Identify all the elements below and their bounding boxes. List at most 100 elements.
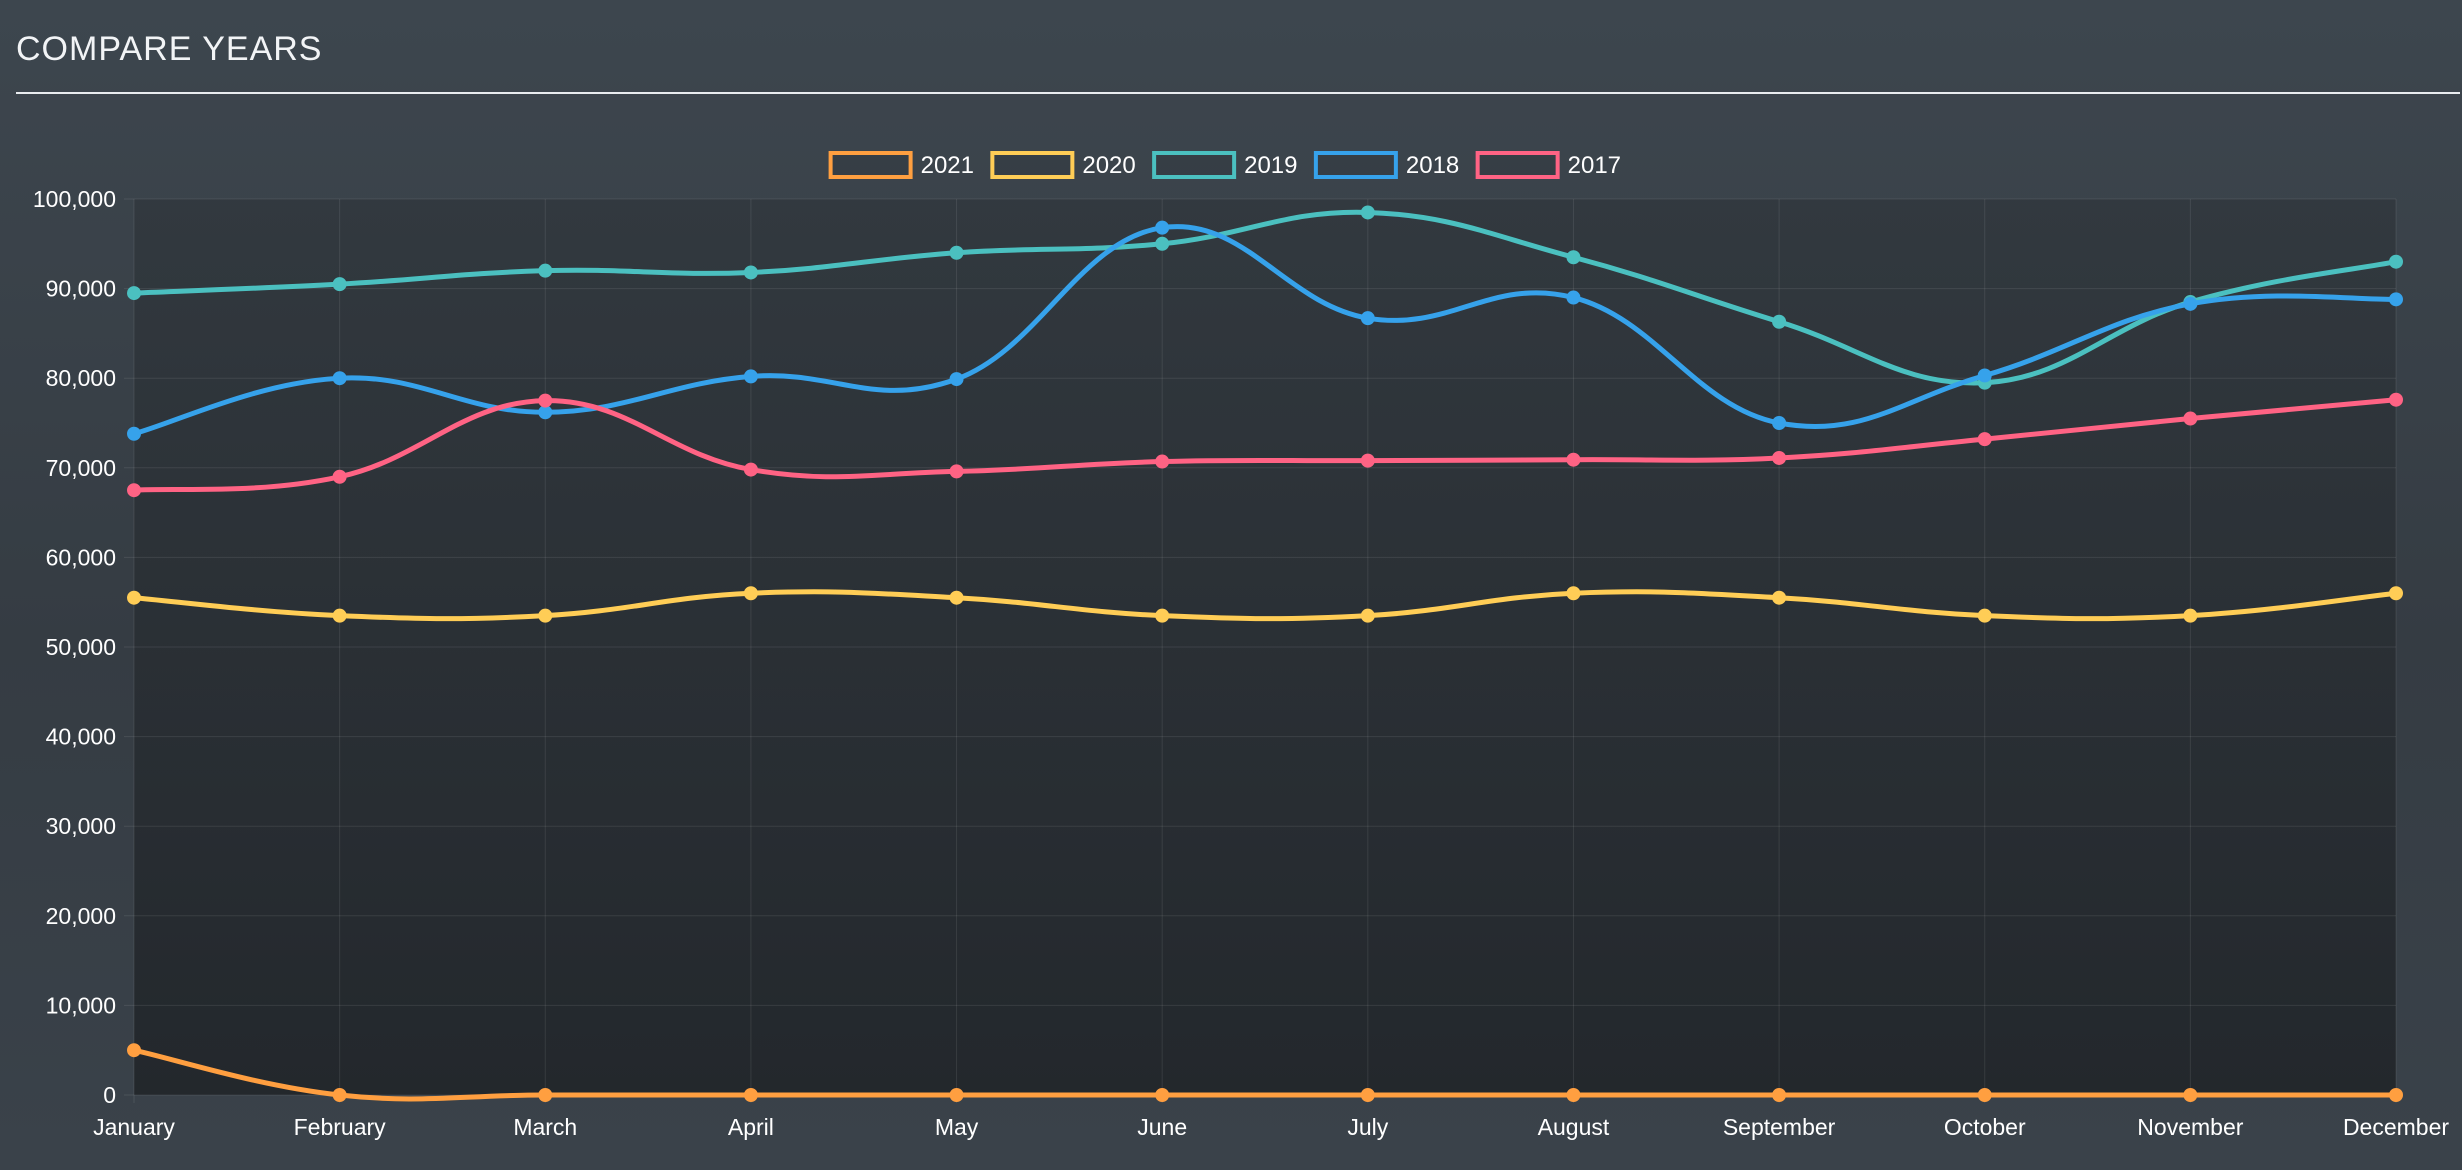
data-point-2021-may[interactable] bbox=[949, 1088, 964, 1102]
data-point-2021-august[interactable] bbox=[1566, 1088, 1581, 1102]
data-point-2021-march[interactable] bbox=[538, 1088, 553, 1102]
data-point-2019-december[interactable] bbox=[2389, 254, 2403, 269]
data-point-2017-february[interactable] bbox=[332, 469, 347, 484]
series-2019 bbox=[127, 205, 2403, 390]
x-tick-label: October bbox=[1944, 1114, 2026, 1140]
x-tick-label: February bbox=[294, 1114, 387, 1140]
legend-item-2017[interactable]: 2017 bbox=[1475, 151, 1621, 179]
data-point-2018-february[interactable] bbox=[332, 371, 347, 386]
legend-label-2018: 2018 bbox=[1406, 152, 1459, 179]
legend-item-2018[interactable]: 2018 bbox=[1313, 151, 1459, 179]
data-point-2017-march[interactable] bbox=[538, 393, 553, 408]
y-tick-label: 0 bbox=[103, 1082, 116, 1108]
data-point-2017-october[interactable] bbox=[1977, 432, 1992, 447]
data-point-2020-july[interactable] bbox=[1360, 608, 1375, 623]
data-point-2018-june[interactable] bbox=[1155, 220, 1170, 235]
data-point-2018-november[interactable] bbox=[2183, 296, 2198, 311]
y-tick-label: 100,000 bbox=[33, 186, 116, 212]
legend-label-2019: 2019 bbox=[1244, 152, 1297, 179]
data-point-2021-september[interactable] bbox=[1772, 1088, 1787, 1102]
legend-swatch-2017 bbox=[1475, 151, 1560, 179]
data-point-2019-january[interactable] bbox=[127, 286, 141, 301]
data-point-2018-october[interactable] bbox=[1977, 368, 1992, 383]
data-point-2018-august[interactable] bbox=[1566, 290, 1581, 305]
data-point-2021-february[interactable] bbox=[332, 1088, 347, 1102]
data-point-2019-may[interactable] bbox=[949, 245, 964, 260]
x-axis: January February March April May June July Augu… bbox=[93, 1114, 2449, 1140]
area-fill-layer bbox=[134, 199, 2396, 1095]
data-point-2017-november[interactable] bbox=[2183, 411, 2198, 426]
x-tick-label: April bbox=[728, 1114, 774, 1140]
data-point-2018-january[interactable] bbox=[127, 426, 141, 441]
y-axis: 0 10,000 20,000 30,000 40,000 50,000 60,000 70,… bbox=[33, 186, 116, 1108]
data-point-2019-april[interactable] bbox=[743, 265, 758, 280]
series-2018 bbox=[127, 220, 2403, 441]
data-point-2021-june[interactable] bbox=[1155, 1088, 1170, 1102]
title-divider bbox=[16, 92, 2460, 94]
y-tick-label: 60,000 bbox=[46, 544, 116, 570]
data-point-2017-january[interactable] bbox=[127, 483, 141, 498]
series-2020 bbox=[127, 586, 2403, 623]
legend-item-2021[interactable]: 2021 bbox=[828, 151, 974, 179]
legend[interactable]: 2021 2020 2019 2018 2017 bbox=[828, 151, 1621, 179]
data-point-2018-may[interactable] bbox=[949, 372, 964, 387]
series-line-2020 bbox=[131, 589, 2399, 622]
data-point-2020-february[interactable] bbox=[332, 608, 347, 623]
data-point-2021-october[interactable] bbox=[1977, 1088, 1992, 1102]
legend-label-2020: 2020 bbox=[1082, 152, 1135, 179]
legend-swatch-2019 bbox=[1152, 151, 1237, 179]
data-point-2020-september[interactable] bbox=[1772, 590, 1787, 605]
data-point-2018-september[interactable] bbox=[1772, 416, 1787, 430]
x-tick-label: March bbox=[513, 1114, 577, 1140]
legend-item-2019[interactable]: 2019 bbox=[1152, 151, 1298, 179]
data-point-2020-december[interactable] bbox=[2389, 586, 2403, 601]
data-point-2017-june[interactable] bbox=[1155, 454, 1170, 469]
x-tick-label: January bbox=[93, 1114, 175, 1140]
y-tick-label: 70,000 bbox=[46, 455, 116, 481]
data-point-2021-january[interactable] bbox=[127, 1043, 141, 1058]
data-point-2017-july[interactable] bbox=[1360, 453, 1375, 468]
data-point-2020-august[interactable] bbox=[1566, 586, 1581, 601]
data-point-2018-july[interactable] bbox=[1360, 311, 1375, 326]
y-tick-label: 40,000 bbox=[46, 724, 116, 750]
legend-item-2020[interactable]: 2020 bbox=[990, 151, 1136, 179]
data-point-2021-december[interactable] bbox=[2389, 1088, 2403, 1102]
data-point-2021-april[interactable] bbox=[743, 1088, 758, 1102]
series-2021 bbox=[127, 1043, 2403, 1102]
data-point-2017-september[interactable] bbox=[1772, 450, 1787, 465]
data-point-2019-september[interactable] bbox=[1772, 314, 1787, 329]
legend-swatch-2018 bbox=[1313, 151, 1398, 179]
data-point-2020-april[interactable] bbox=[743, 586, 758, 601]
data-point-2019-august[interactable] bbox=[1566, 250, 1581, 265]
data-point-2017-may[interactable] bbox=[949, 464, 964, 479]
legend-label-2021: 2021 bbox=[921, 152, 974, 179]
data-point-2017-august[interactable] bbox=[1566, 452, 1581, 467]
data-point-2020-may[interactable] bbox=[949, 590, 964, 605]
data-point-2019-march[interactable] bbox=[538, 263, 553, 278]
data-point-2019-february[interactable] bbox=[332, 277, 347, 292]
series-line-2021 bbox=[131, 1047, 2399, 1102]
series-line-2019 bbox=[131, 209, 2399, 386]
data-point-2020-march[interactable] bbox=[538, 608, 553, 623]
data-point-2017-april[interactable] bbox=[743, 462, 758, 477]
data-point-2018-april[interactable] bbox=[743, 369, 758, 384]
panel-title: COMPARE YEARS bbox=[16, 30, 323, 68]
data-point-2021-july[interactable] bbox=[1360, 1088, 1375, 1102]
x-tick-label: July bbox=[1347, 1114, 1388, 1140]
data-point-2018-december[interactable] bbox=[2389, 292, 2403, 307]
data-point-2020-june[interactable] bbox=[1155, 608, 1170, 623]
data-point-2020-january[interactable] bbox=[127, 590, 141, 605]
y-tick-label: 50,000 bbox=[46, 634, 116, 660]
data-point-2019-june[interactable] bbox=[1155, 236, 1170, 251]
x-tick-label: May bbox=[935, 1114, 979, 1140]
legend-label-2017: 2017 bbox=[1568, 152, 1621, 179]
data-point-2020-november[interactable] bbox=[2183, 608, 2198, 623]
x-tick-label: September bbox=[1723, 1114, 1836, 1140]
data-point-2017-december[interactable] bbox=[2389, 392, 2403, 407]
data-point-2021-november[interactable] bbox=[2183, 1088, 2198, 1102]
data-point-2018-march[interactable] bbox=[538, 405, 553, 420]
data-point-2020-october[interactable] bbox=[1977, 608, 1992, 623]
data-point-2019-july[interactable] bbox=[1360, 205, 1375, 220]
